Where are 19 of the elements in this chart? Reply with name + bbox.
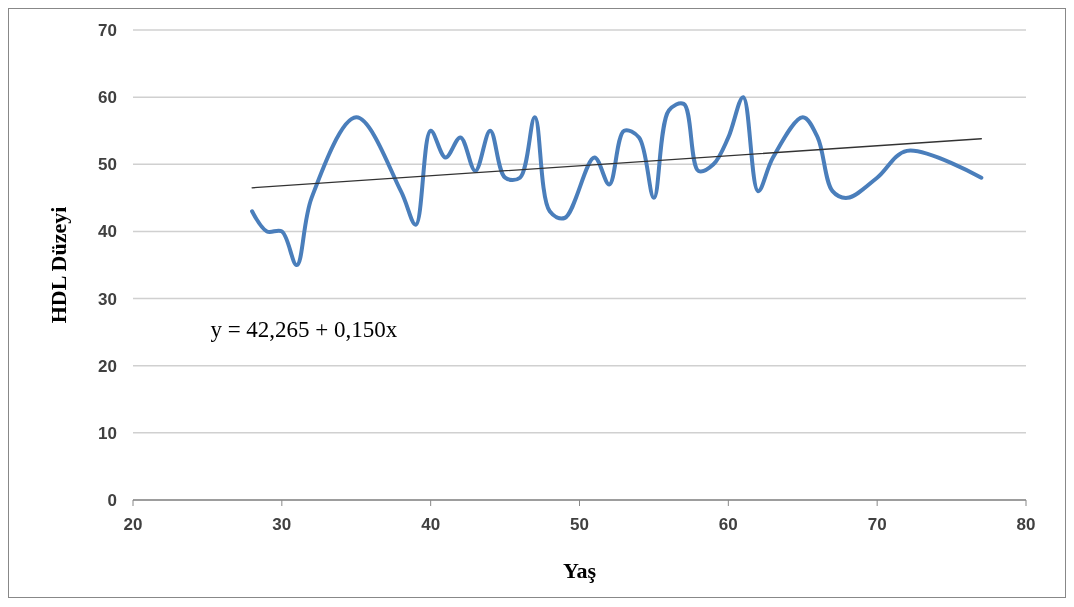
y-tick-label: 40: [98, 222, 117, 242]
y-tick-label: 10: [98, 423, 117, 443]
x-tick-label: 80: [1016, 515, 1036, 534]
x-tick-label: 20: [123, 515, 143, 534]
x-tick-label: 40: [421, 515, 441, 534]
y-tick-label: 50: [98, 155, 117, 175]
y-tick-label: 30: [98, 289, 117, 309]
x-tick-label: 30: [272, 515, 292, 534]
y-tick-label: 70: [98, 21, 117, 40]
x-tick-label: 60: [718, 515, 738, 534]
y-tick-label: 60: [98, 88, 117, 108]
x-tick-label: 70: [867, 515, 887, 534]
x-tick-label: 50: [570, 515, 589, 534]
y-axis-title: HDL Düzeyi: [46, 206, 71, 324]
x-axis-title: Yaş: [562, 558, 597, 583]
y-tick-label: 20: [98, 356, 117, 376]
line-series: [250, 95, 984, 267]
annotation: y = 42,265 + 0,150x: [210, 316, 398, 342]
y-tick-label: 0: [107, 491, 117, 510]
